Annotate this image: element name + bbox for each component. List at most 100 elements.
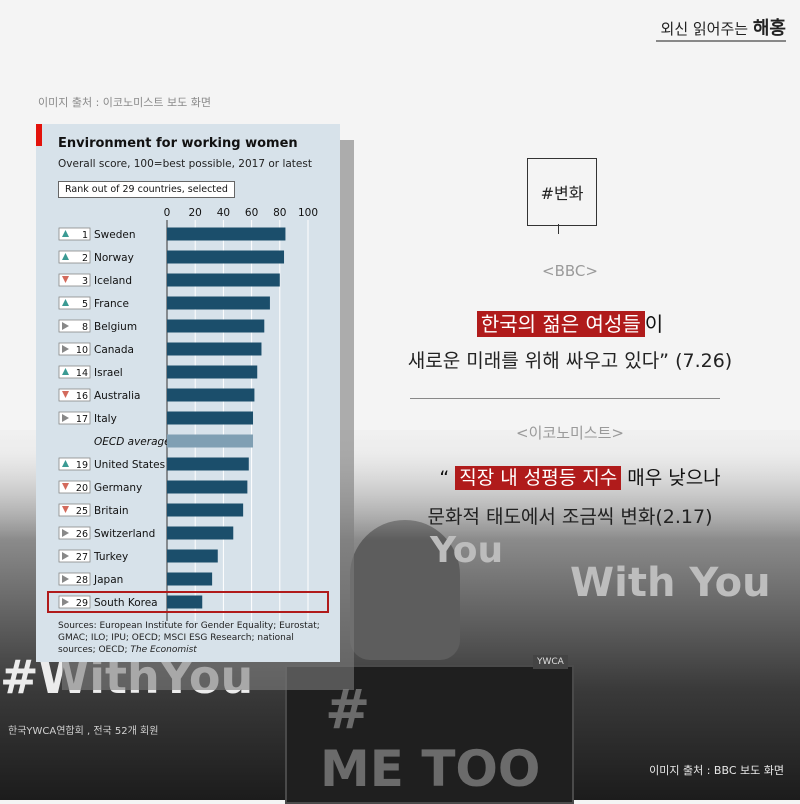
bar xyxy=(167,457,249,471)
rank-number: 1 xyxy=(82,230,88,241)
rank-down-icon xyxy=(62,483,69,490)
rank-down-icon xyxy=(62,276,69,283)
brand-underline xyxy=(656,40,786,42)
brand-logo: 외신 읽어주는 해홍 xyxy=(661,14,786,40)
rank-box xyxy=(58,319,91,333)
bbc-quote-line2: 새로운 미래를 위해 싸우고 있다” (7.26) xyxy=(407,350,733,372)
image-credit-bottom: 이미지 출처 : BBC 보도 화면 xyxy=(649,764,784,777)
economist-quote-rest: 매우 낮으나 xyxy=(621,467,721,489)
bar xyxy=(167,549,218,563)
economist-label: <이코노미스트> xyxy=(516,424,624,442)
rank-down-icon xyxy=(62,506,69,513)
rank-box xyxy=(58,411,91,425)
rank-number: 8 xyxy=(82,322,88,333)
category-label: South Korea xyxy=(94,597,158,609)
bar xyxy=(167,526,234,540)
hashtag-tick xyxy=(558,224,559,234)
rank-number: 19 xyxy=(76,460,88,471)
average-bar xyxy=(167,434,254,448)
ywca-banner-text: 한국YWCA연합회 , 전국 52개 회원 xyxy=(8,726,159,737)
rank-flat-icon xyxy=(62,552,69,560)
category-label: Iceland xyxy=(94,275,132,287)
x-tick-label: 60 xyxy=(245,207,258,219)
chart-red-tab xyxy=(36,124,42,146)
chart-sources-text: Sources: European Institute for Gender E… xyxy=(58,621,320,655)
rank-number: 25 xyxy=(76,506,88,517)
chart-sources: Sources: European Institute for Gender E… xyxy=(58,620,328,656)
category-label: Sweden xyxy=(94,229,136,241)
rank-number: 28 xyxy=(76,575,88,586)
hashtag-box: #변화 xyxy=(527,158,597,226)
rank-flat-icon xyxy=(62,529,69,537)
rank-flat-icon xyxy=(62,598,69,606)
rank-number: 14 xyxy=(76,368,88,379)
bar xyxy=(167,227,286,241)
chart-sources-publisher: The Economist xyxy=(130,645,197,655)
rank-number: 5 xyxy=(82,299,88,310)
rank-number: 29 xyxy=(76,598,88,609)
withyou-sign-right: With You xyxy=(570,560,771,606)
bbc-quote-rest: 이 xyxy=(644,312,664,336)
bar xyxy=(167,250,285,264)
rank-number: 2 xyxy=(82,253,88,264)
x-tick-label: 20 xyxy=(189,207,202,219)
bar xyxy=(167,480,248,494)
rank-number: 20 xyxy=(76,483,88,494)
category-label: Japan xyxy=(93,574,123,586)
ywca-badge: YWCA xyxy=(533,655,568,669)
category-label: Canada xyxy=(94,344,134,356)
rank-box xyxy=(58,595,91,609)
x-tick-label: 40 xyxy=(217,207,230,219)
category-label: Italy xyxy=(94,413,117,425)
rank-number: 10 xyxy=(76,345,88,356)
rank-flat-icon xyxy=(62,345,69,353)
rank-up-icon xyxy=(62,299,69,306)
category-label: Britain xyxy=(94,505,129,517)
rank-flat-icon xyxy=(62,575,69,583)
bar xyxy=(167,503,244,517)
x-tick-label: 80 xyxy=(273,207,286,219)
rank-down-icon xyxy=(62,391,69,398)
rank-flat-icon xyxy=(62,414,69,422)
rank-up-icon xyxy=(62,368,69,375)
bar xyxy=(167,388,255,402)
rank-up-icon xyxy=(62,230,69,237)
category-label: United States xyxy=(94,459,165,471)
rank-number: 17 xyxy=(76,414,88,425)
bar xyxy=(167,411,254,425)
bbc-quote-line1: 한국의 젊은 여성들 이 xyxy=(380,308,760,337)
rank-up-icon xyxy=(62,253,69,260)
rank-number: 3 xyxy=(82,276,88,287)
category-label: France xyxy=(94,298,129,310)
protester-figure xyxy=(350,520,460,660)
rank-box xyxy=(58,526,91,540)
rank-number: 26 xyxy=(76,529,88,540)
chart-title: Environment for working women xyxy=(58,136,298,151)
category-label: Germany xyxy=(94,482,142,494)
rank-legend: Rank out of 29 countries, selected xyxy=(58,181,235,198)
category-label: Belgium xyxy=(94,321,137,333)
brand-prefix: 외신 읽어주는 xyxy=(660,20,749,38)
economist-quote-highlight: 직장 내 성평등 지수 xyxy=(455,466,622,490)
category-label: Israel xyxy=(94,367,123,379)
category-label: Norway xyxy=(94,252,134,264)
rank-box xyxy=(58,342,91,356)
category-label: Switzerland xyxy=(94,528,155,540)
rank-number: 16 xyxy=(76,391,88,402)
rank-number: 27 xyxy=(76,552,88,563)
chart-subtitle: Overall score, 100=best possible, 2017 o… xyxy=(58,158,312,170)
bar-chart-plot: 0 20 40 60 80 100 1 Sweden 2 Norway 3 Iceland 5 Franc… xyxy=(47,207,329,621)
bar xyxy=(167,296,270,310)
category-label: Turkey xyxy=(93,551,128,563)
x-tick-label: 0 xyxy=(164,207,171,219)
x-tick-label: 100 xyxy=(298,207,318,219)
bar xyxy=(167,342,262,356)
economist-quote-line1: “ 직장 내 성평등 지수 매우 낮으나 xyxy=(390,463,770,490)
rank-flat-icon xyxy=(62,322,69,330)
bar xyxy=(167,572,213,586)
rank-box xyxy=(58,549,91,563)
highlight-box xyxy=(47,591,329,613)
bar xyxy=(167,365,258,379)
economist-quote-line2: 문화적 태도에서 조금씩 변화(2.17) xyxy=(427,506,713,528)
image-credit-top: 이미지 출처 : 이코노미스트 보도 화면 xyxy=(38,96,211,109)
